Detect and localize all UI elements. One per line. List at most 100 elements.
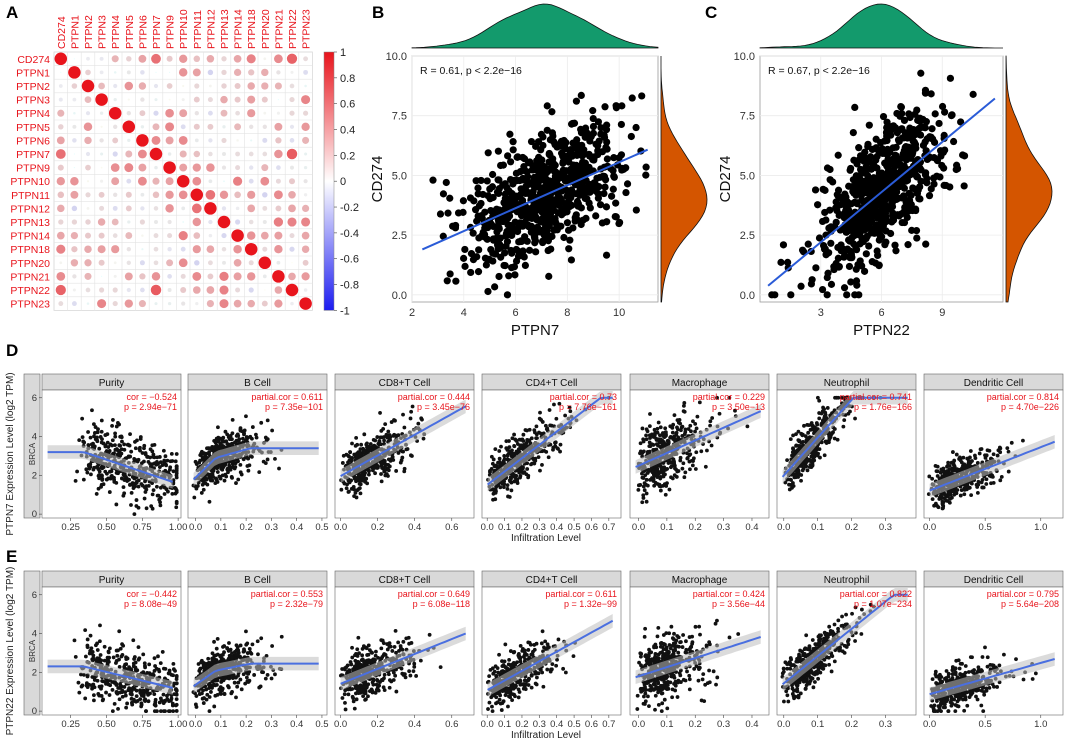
scatter-ylabel: CD274 <box>717 156 734 203</box>
facet-point <box>150 492 155 497</box>
scatter-point <box>444 209 452 217</box>
facet-point <box>663 430 668 435</box>
heatmap-dot-PTPN3-CD274 <box>58 97 63 102</box>
facet-point <box>683 470 688 475</box>
heatmap-dot-PTPN12-PTPN22 <box>288 204 296 213</box>
heatmap-dot-PTPN10-PTPN10 <box>176 174 190 188</box>
facet-point <box>534 436 539 441</box>
facet-point <box>359 474 364 479</box>
scatter-point <box>911 185 919 193</box>
scatter-point <box>879 112 888 121</box>
facet-point <box>502 457 507 462</box>
heatmap-dot-PTPN4-PTPN14 <box>235 110 240 116</box>
scatter-point <box>862 250 870 258</box>
scatter-point <box>577 125 585 133</box>
facet-point <box>98 435 103 439</box>
facet-point <box>547 408 552 412</box>
heatmap-dot-PTPN1-PTPN12 <box>207 69 214 76</box>
heatmap-dot-PTPN5-PTPN13 <box>222 125 226 129</box>
facet-point <box>124 474 128 479</box>
scatter-point <box>590 153 598 161</box>
facet-point <box>129 449 134 454</box>
heatmap-dot-PTPN22-PTPN9 <box>167 288 172 292</box>
facet-point <box>927 474 932 479</box>
facet-point <box>823 410 828 415</box>
facet-point <box>419 416 424 421</box>
heatmap-dot-PTPN4-CD274 <box>57 109 65 117</box>
scatter-point <box>551 174 559 182</box>
heatmap-dot-PTPN2-PTPN13 <box>221 83 227 89</box>
facet-point <box>118 434 123 439</box>
facet-point <box>651 448 656 452</box>
scatter-point <box>574 200 582 208</box>
heatmap-dot-PTPN4-PTPN3 <box>99 111 104 115</box>
facet-point <box>504 439 509 444</box>
scatter-point <box>860 267 869 275</box>
scatter-point <box>436 210 445 218</box>
heatmap-dot-PTPN13-CD274 <box>58 219 64 225</box>
side-strip <box>23 373 41 519</box>
facet-point <box>197 460 202 465</box>
facet-point <box>674 432 679 437</box>
facet-point <box>116 448 120 453</box>
scatter-point <box>577 91 585 100</box>
facet-point <box>558 449 562 454</box>
scatter-point <box>883 136 891 145</box>
heatmap-dot-PTPN21-PTPN6 <box>139 273 146 280</box>
scatter-point <box>898 134 906 142</box>
scatter-point <box>850 230 858 238</box>
facet-point <box>545 426 550 431</box>
heatmap-dot-PTPN18-PTPN3 <box>97 245 106 254</box>
heatmap-dot-PTPN10-PTPN21 <box>275 178 281 184</box>
correlation-annotation: R = 0.61, p < 2.2e−16 <box>420 65 522 77</box>
facet-point <box>109 473 114 478</box>
heatmap-dot-PTPN1-PTPN7 <box>155 71 157 74</box>
facet-point <box>567 405 572 410</box>
facet-point <box>396 451 401 455</box>
facet-title: Macrophage <box>672 378 728 389</box>
heatmap-dot-PTPN12-PTPN3 <box>99 205 105 211</box>
scatter-point <box>577 190 585 199</box>
heatmap-dot-PTPN10-PTPN23 <box>303 179 308 184</box>
heatmap-dot-PTPN6-PTPN14 <box>236 139 239 142</box>
scatter-point <box>887 167 895 175</box>
scatter-point <box>572 97 581 105</box>
colorbar-tick-label: -1 <box>340 305 350 317</box>
facet-point <box>261 459 266 464</box>
facet-stat-pvalue: p = 1.76e−166 <box>854 402 912 412</box>
heatmap-dot-PTPN13-PTPN6 <box>139 219 145 225</box>
scatter-point <box>855 144 863 152</box>
facet-point <box>823 439 828 444</box>
facet-xtick-label: 0.4 <box>745 522 758 533</box>
heatmap-dot-PTPN22-PTPN6 <box>140 287 145 293</box>
facet-point <box>651 472 656 477</box>
heatmap-dot-PTPN5-PTPN9 <box>165 122 175 132</box>
scatter-point <box>853 281 861 289</box>
facet-point <box>688 467 692 472</box>
heatmap-dot-PTPN21-PTPN2 <box>84 272 92 280</box>
facet-point <box>693 429 697 434</box>
scatter-point <box>612 199 620 207</box>
facet-point <box>809 421 814 425</box>
scatter-point <box>902 152 910 160</box>
heatmap-dot-PTPN12-PTPN2 <box>86 207 90 210</box>
scatter-point <box>460 254 468 262</box>
facet-point <box>200 457 205 462</box>
scatter-point <box>884 191 892 199</box>
facet-point <box>636 487 641 492</box>
facet-point <box>146 483 151 488</box>
scatter-point <box>567 256 576 264</box>
heatmap-dot-PTPN22-PTPN3 <box>99 287 105 293</box>
scatter-point <box>449 222 457 230</box>
scatter-point <box>940 181 948 189</box>
facet-point <box>670 476 675 481</box>
heatmap-dot-PTPN18-PTPN14 <box>233 244 242 254</box>
facet-point <box>987 448 992 453</box>
scatter-point <box>638 92 646 100</box>
heatmap-dot-PTPN18-PTPN10 <box>180 246 186 252</box>
facet-point <box>409 409 414 414</box>
facet-point <box>203 476 208 481</box>
scatter-point <box>539 238 547 247</box>
heatmap-dot-PTPN5-PTPN18 <box>249 124 254 129</box>
